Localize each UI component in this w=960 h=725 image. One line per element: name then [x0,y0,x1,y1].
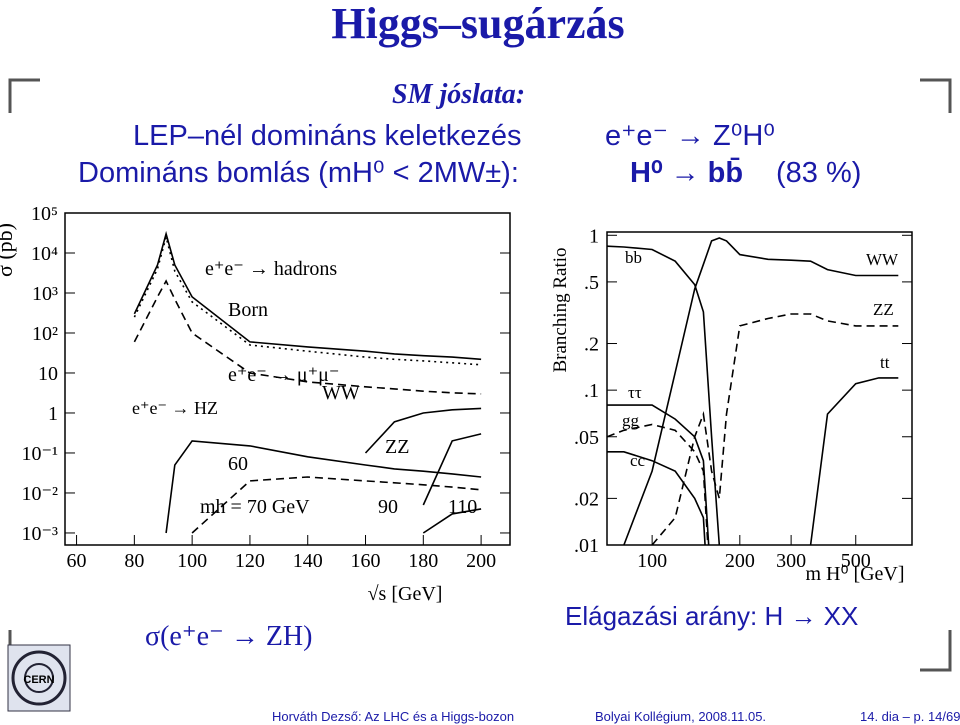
x-axis-title: m H⁰ [GeV] [805,563,904,585]
y-tick-label: 10⁻³ [21,523,58,545]
series-line [607,245,721,545]
caption: Elágazási arány: H → XX [565,601,858,631]
series-label: ZZ [873,300,894,319]
plot-area [607,237,899,545]
x-tick-label: 120 [235,550,265,572]
y-tick-label: .02 [574,488,599,510]
footer: 14. dia – p. 14/69 [860,709,960,724]
series-label: tt [880,353,890,372]
series-label: WW [866,250,899,269]
series-label: 90 [378,496,398,518]
subtitle: SM jóslata: [392,79,525,110]
x-tick-label: 160 [351,550,381,572]
series-label: gg [622,411,640,430]
cern-logo: CERN [7,644,71,712]
y-tick-label: .1 [584,380,599,402]
series-label: e⁺e⁻ → hadrons [205,258,337,280]
y-tick-label: .01 [574,535,599,557]
series-line [422,508,482,534]
y-tick-label: .2 [584,334,599,356]
y-tick-label: 1 [48,403,58,425]
plot-frame [606,231,913,546]
x-axis-title: √s [GeV] [368,583,443,605]
series-label: Born [228,299,268,321]
series-line [607,423,709,545]
series-line [651,313,899,545]
series-label: bb [625,248,642,267]
y-tick-label: 10 [38,363,58,385]
series-label: 60 [228,453,248,475]
x-tick-label: 140 [293,550,323,572]
y-tick-label: 10² [32,323,58,345]
formula: e⁺e⁻ → Z⁰H⁰ [605,120,775,152]
series-label: 110 [448,496,477,518]
series-line [133,233,482,366]
series-line [133,279,482,395]
fraction: (83 %) [776,157,861,189]
series-line [364,407,482,454]
y-tick-label: 10⁵ [31,203,58,225]
series-label: WW [322,382,360,404]
y-tick-label: 10³ [32,283,58,305]
series-label: cc [630,451,646,470]
footer: Bolyai Kollégium, 2008.11.05. [595,709,766,724]
series-label: ZZ [385,436,409,458]
series-label: mh = 70 GeV [200,496,310,518]
series-line [165,440,482,534]
footer: Horváth Dezső: Az LHC és a Higgs-bozon [272,709,514,724]
y-tick-label: 10⁻² [21,483,58,505]
series-line [607,404,710,545]
x-tick-label: 60 [67,550,87,572]
plot-area [133,230,482,534]
x-tick-label: 500 [841,550,871,572]
series-label: e⁺e⁻ → μ⁺μ⁻ [228,364,339,386]
x-tick-label: 180 [408,550,438,572]
corner-bracket [920,630,952,672]
text-line: LEP–nél domináns keletkezés [133,120,522,152]
series-line [133,230,482,361]
series-line [809,377,899,545]
svg-text:CERN: CERN [23,674,54,686]
x-tick-label: 200 [725,550,755,572]
text-line: Domináns bomlás (mH⁰ < 2MW±): [78,157,519,189]
title: Higgs–sugárzás [331,0,624,48]
series-line [607,451,706,545]
x-tick-label: 200 [466,550,496,572]
formula: H⁰ → bb̄ [630,157,743,189]
series-line [623,237,899,545]
x-tick-label: 100 [177,550,207,572]
y-tick-label: .05 [574,427,599,449]
x-tick-label: 80 [124,550,144,572]
annotation: e⁺e⁻ → HZ [132,398,218,418]
y-tick-label: 10⁻¹ [21,443,58,465]
plot-frame [64,212,511,546]
caption: σ(e⁺e⁻ → ZH) [145,621,312,652]
y-axis-title: σ (pb) [0,223,17,277]
corner-bracket [8,78,40,113]
y-tick-label: 10⁴ [31,243,58,265]
y-tick-label: .5 [584,272,599,294]
x-tick-label: 300 [776,550,806,572]
x-tick-label: 100 [637,550,667,572]
corner-bracket [920,78,952,113]
y-axis-title: Branching Ratio [550,247,571,372]
series-line [422,433,482,506]
y-tick-label: 1 [589,225,599,247]
series-label: ττ [628,383,642,402]
series-line [191,476,482,534]
